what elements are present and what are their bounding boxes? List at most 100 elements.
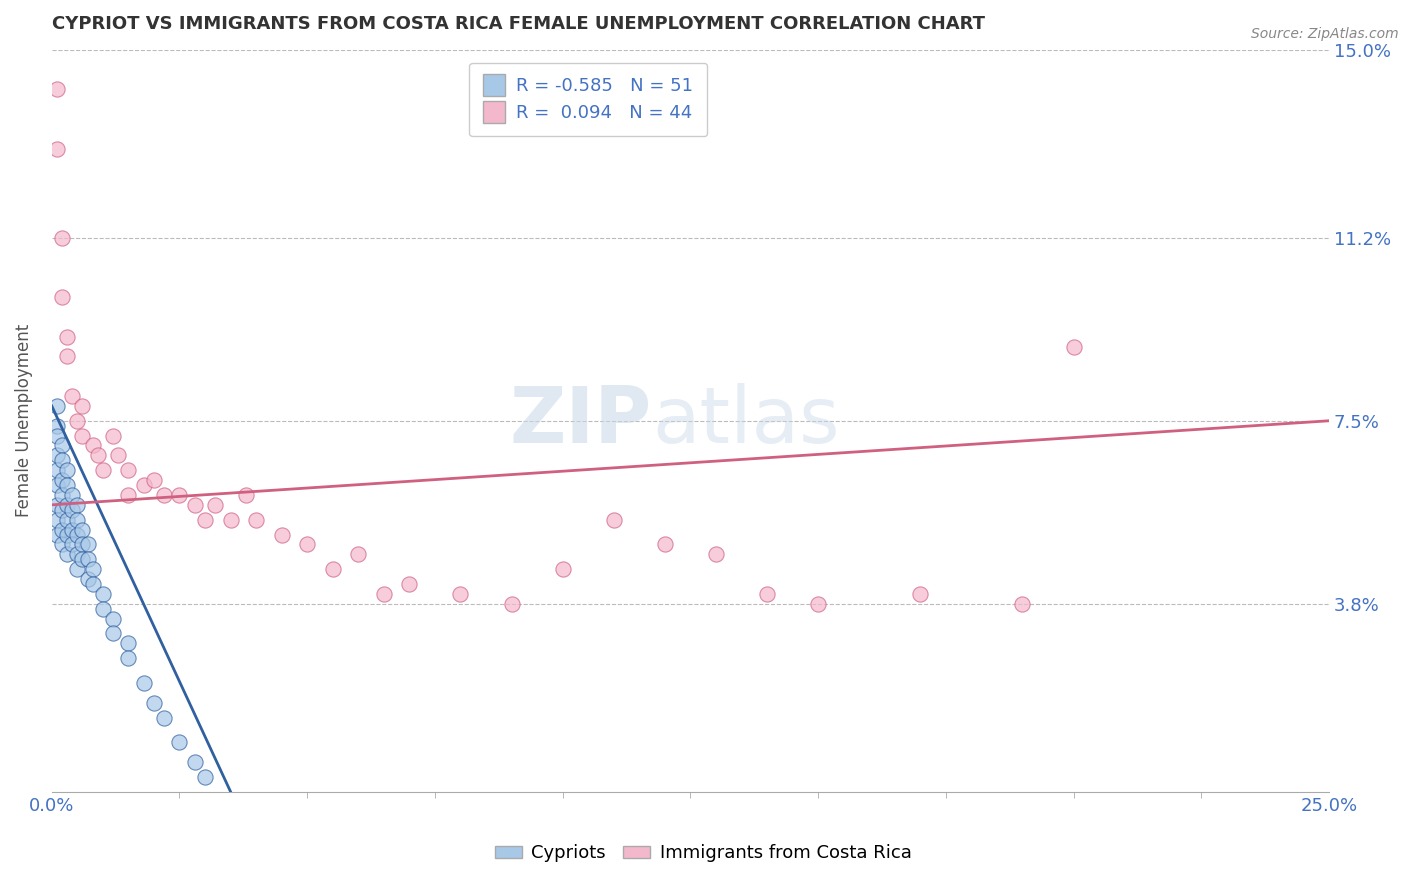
- Point: [66, 527, 89, 541]
- Point: [373, 587, 395, 601]
- Point: [56, 478, 79, 492]
- Point: [204, 498, 226, 512]
- Point: [66, 547, 89, 561]
- Point: [142, 696, 165, 710]
- Point: [117, 636, 139, 650]
- Point: [194, 513, 217, 527]
- Point: [169, 488, 191, 502]
- Point: [117, 651, 139, 665]
- Point: [45, 513, 67, 527]
- Point: [194, 770, 217, 784]
- Point: [295, 537, 318, 551]
- Point: [45, 449, 67, 463]
- Point: [45, 418, 67, 433]
- Point: [51, 537, 73, 551]
- Point: [142, 473, 165, 487]
- Point: [66, 562, 89, 576]
- Point: [45, 399, 67, 413]
- Point: [87, 449, 110, 463]
- Text: CYPRIOT VS IMMIGRANTS FROM COSTA RICA FEMALE UNEMPLOYMENT CORRELATION CHART: CYPRIOT VS IMMIGRANTS FROM COSTA RICA FE…: [52, 15, 984, 33]
- Point: [347, 547, 370, 561]
- Point: [60, 537, 83, 551]
- Point: [756, 587, 779, 601]
- Point: [132, 478, 155, 492]
- Point: [82, 438, 104, 452]
- Point: [270, 527, 292, 541]
- Point: [153, 710, 176, 724]
- Point: [91, 587, 114, 601]
- Point: [101, 611, 124, 625]
- Point: [45, 498, 67, 512]
- Point: [117, 463, 139, 477]
- Point: [51, 438, 73, 452]
- Point: [1011, 597, 1033, 611]
- Point: [56, 329, 79, 343]
- Point: [132, 676, 155, 690]
- Point: [45, 142, 67, 156]
- Point: [60, 488, 83, 502]
- Point: [56, 513, 79, 527]
- Text: atlas: atlas: [652, 383, 839, 458]
- Point: [76, 537, 98, 551]
- Point: [56, 350, 79, 364]
- Point: [66, 498, 89, 512]
- Point: [910, 587, 932, 601]
- Point: [117, 488, 139, 502]
- Point: [184, 755, 207, 769]
- Point: [551, 562, 574, 576]
- Point: [60, 389, 83, 403]
- Point: [56, 463, 79, 477]
- Point: [56, 547, 79, 561]
- Point: [51, 231, 73, 245]
- Point: [45, 82, 67, 96]
- Point: [51, 473, 73, 487]
- Point: [51, 503, 73, 517]
- Point: [654, 537, 676, 551]
- Point: [51, 453, 73, 467]
- Point: [169, 735, 191, 749]
- Point: [807, 597, 830, 611]
- Point: [72, 523, 94, 537]
- Point: [153, 488, 176, 502]
- Point: [91, 463, 114, 477]
- Legend: R = -0.585   N = 51, R =  0.094   N = 44: R = -0.585 N = 51, R = 0.094 N = 44: [470, 62, 707, 136]
- Point: [82, 562, 104, 576]
- Y-axis label: Female Unemployment: Female Unemployment: [15, 324, 32, 517]
- Point: [56, 527, 79, 541]
- Point: [56, 498, 79, 512]
- Point: [101, 428, 124, 442]
- Point: [45, 428, 67, 442]
- Point: [76, 552, 98, 566]
- Point: [235, 488, 257, 502]
- Point: [398, 577, 420, 591]
- Point: [1063, 340, 1085, 354]
- Point: [82, 577, 104, 591]
- Point: [603, 513, 626, 527]
- Point: [322, 562, 344, 576]
- Point: [704, 547, 727, 561]
- Point: [72, 537, 94, 551]
- Text: ZIP: ZIP: [510, 383, 652, 458]
- Point: [60, 523, 83, 537]
- Point: [72, 428, 94, 442]
- Point: [66, 513, 89, 527]
- Point: [60, 503, 83, 517]
- Point: [72, 552, 94, 566]
- Point: [45, 463, 67, 477]
- Point: [51, 488, 73, 502]
- Legend: Cypriots, Immigrants from Costa Rica: Cypriots, Immigrants from Costa Rica: [488, 838, 918, 870]
- Point: [501, 597, 523, 611]
- Point: [72, 399, 94, 413]
- Point: [66, 414, 89, 428]
- Point: [101, 626, 124, 640]
- Point: [184, 498, 207, 512]
- Point: [91, 601, 114, 615]
- Point: [245, 513, 267, 527]
- Point: [45, 527, 67, 541]
- Point: [51, 523, 73, 537]
- Text: Source: ZipAtlas.com: Source: ZipAtlas.com: [1251, 27, 1399, 41]
- Point: [76, 572, 98, 586]
- Point: [107, 449, 129, 463]
- Point: [450, 587, 472, 601]
- Point: [45, 478, 67, 492]
